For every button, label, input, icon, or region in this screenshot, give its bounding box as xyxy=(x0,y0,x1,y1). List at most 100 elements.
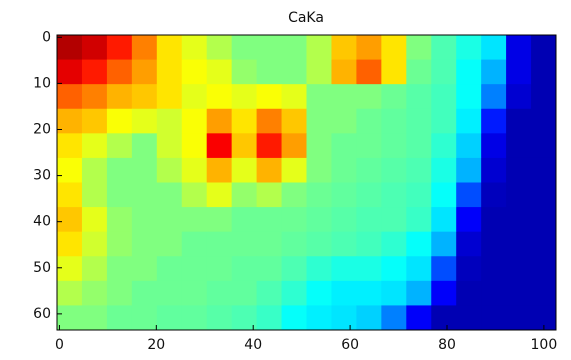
heat-cell xyxy=(281,35,307,61)
heat-cell xyxy=(306,207,332,233)
heat-cell xyxy=(406,59,432,85)
heat-cell xyxy=(456,108,482,134)
heat-cell xyxy=(406,35,432,61)
heat-cell xyxy=(281,157,307,183)
x-tick-label: 0 xyxy=(55,337,64,353)
heat-cell xyxy=(281,182,307,208)
heat-cell xyxy=(381,59,407,85)
heat-cell xyxy=(156,157,183,183)
heat-cell xyxy=(181,84,208,110)
heat-cell xyxy=(57,182,83,208)
heat-cell xyxy=(456,256,482,282)
heat-cell xyxy=(356,35,382,61)
heat-cell xyxy=(206,35,233,61)
heat-cell xyxy=(156,231,183,257)
heat-cell xyxy=(481,133,507,159)
heat-cell xyxy=(306,280,332,306)
y-tick-label: 50 xyxy=(33,260,51,276)
heat-cell xyxy=(456,231,482,257)
heat-cell xyxy=(531,59,557,85)
heat-cell xyxy=(456,59,482,85)
heat-cell xyxy=(456,35,482,61)
heat-cell xyxy=(356,133,382,159)
heat-cell xyxy=(256,108,283,134)
heat-cell xyxy=(256,157,283,183)
heat-cell xyxy=(306,231,332,257)
heat-cell xyxy=(57,280,83,306)
heat-cell xyxy=(181,182,208,208)
heat-cell xyxy=(481,108,507,134)
heat-cell xyxy=(181,157,208,183)
heat-cell xyxy=(456,133,482,159)
heat-cell xyxy=(206,59,233,85)
heat-cell xyxy=(106,256,133,282)
heat-cell xyxy=(106,35,133,61)
heat-cell xyxy=(431,280,457,306)
heat-cell xyxy=(431,207,457,233)
heat-cell xyxy=(506,280,532,306)
heat-cell xyxy=(456,182,482,208)
heat-cell xyxy=(331,305,357,331)
heat-cell xyxy=(206,84,233,110)
heat-cell xyxy=(381,305,407,331)
heat-cell xyxy=(331,256,357,282)
heat-cell xyxy=(256,256,283,282)
heat-cell xyxy=(481,35,507,61)
heat-cell xyxy=(306,157,332,183)
heat-cell xyxy=(431,133,457,159)
heat-cell xyxy=(256,59,283,85)
heat-cell xyxy=(131,182,158,208)
heat-cell xyxy=(431,108,457,134)
heat-cell xyxy=(131,59,158,85)
heat-cell xyxy=(57,256,83,282)
heat-cell xyxy=(256,182,283,208)
heat-cell xyxy=(506,231,532,257)
heat-cell xyxy=(381,35,407,61)
heat-cell xyxy=(381,256,407,282)
heat-cell xyxy=(231,280,258,306)
heat-cell xyxy=(381,231,407,257)
x-tick-label: 100 xyxy=(531,337,558,353)
heat-cell xyxy=(131,108,158,134)
heat-cell xyxy=(156,84,183,110)
chart-title: CaKa xyxy=(288,10,324,26)
heat-cell xyxy=(57,84,83,110)
heat-cell xyxy=(481,59,507,85)
heat-cell xyxy=(57,133,83,159)
heat-cell xyxy=(506,108,532,134)
heat-cell xyxy=(406,157,432,183)
heat-cell xyxy=(481,84,507,110)
heat-cell xyxy=(156,59,183,85)
heat-cell xyxy=(331,280,357,306)
heat-cell xyxy=(81,207,108,233)
heat-cell xyxy=(206,231,233,257)
heat-cell xyxy=(531,256,557,282)
heat-cell xyxy=(256,84,283,110)
heat-cell xyxy=(406,207,432,233)
heat-cell xyxy=(331,133,357,159)
y-tick-label: 30 xyxy=(33,168,51,184)
heat-cell xyxy=(206,207,233,233)
heat-cell xyxy=(531,133,557,159)
heat-cell xyxy=(181,280,208,306)
heat-cell xyxy=(506,133,532,159)
heat-cell xyxy=(306,108,332,134)
heat-cell xyxy=(206,256,233,282)
heat-cell xyxy=(131,305,158,331)
heat-cell xyxy=(181,231,208,257)
heat-cell xyxy=(531,280,557,306)
heat-cell xyxy=(306,182,332,208)
heat-cell xyxy=(81,157,108,183)
x-tick-label: 60 xyxy=(341,337,359,353)
heat-cell xyxy=(106,280,133,306)
heat-cell xyxy=(156,280,183,306)
x-tick-label: 20 xyxy=(147,337,165,353)
heat-cell xyxy=(306,35,332,61)
heat-cell xyxy=(506,84,532,110)
heat-cell xyxy=(57,207,83,233)
heat-cell xyxy=(231,59,258,85)
heat-cell xyxy=(506,305,532,331)
heat-cell xyxy=(281,84,307,110)
heat-cell xyxy=(356,280,382,306)
heat-cell xyxy=(231,231,258,257)
